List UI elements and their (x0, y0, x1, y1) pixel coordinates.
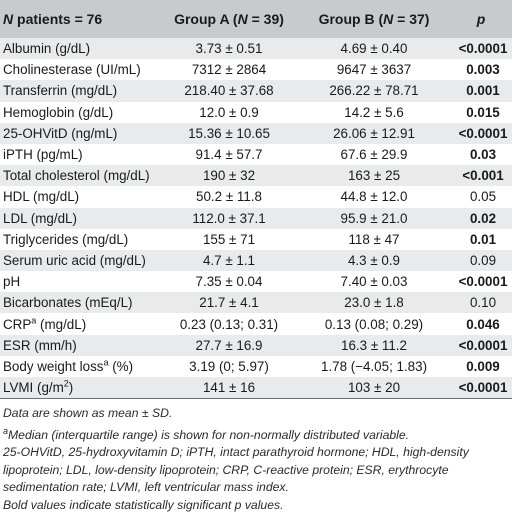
group-a-value: 141 ± 16 (202, 380, 256, 396)
group-b-value: 67.6 ± 29.9 (340, 147, 408, 163)
table-row: Total cholesterol (mg/dL) 190 ± 32 163 ± 2… (0, 165, 512, 187)
row-label: LVMI (g/m2) (3, 378, 74, 396)
p-value: 0.05 (469, 189, 497, 205)
row-label: Hemoglobin (g/dL) (3, 104, 114, 120)
group-b-value: 4.69 ± 0.40 (340, 41, 408, 57)
p-value: <0.001 (462, 168, 504, 184)
group-a-value: 112.0 ± 37.1 (192, 210, 266, 226)
group-a-value: 0.23 (0.13; 0.31) (179, 316, 279, 332)
table-row: pH 7.35 ± 0.04 7.40 ± 0.03 <0.0001 (0, 271, 512, 292)
group-b-value: 44.8 ± 12.0 (340, 189, 408, 205)
group-b-value: 9647 ± 3637 (336, 62, 412, 78)
row-label: pH (3, 274, 21, 290)
group-b-value: 103 ± 20 (347, 380, 401, 396)
row-label: Transferrin (mg/dL) (3, 83, 118, 99)
row-label: 25-OHVitD (ng/mL) (3, 125, 118, 141)
group-b-value: 1.78 (−4.05; 1.83) (320, 358, 428, 374)
group-b-value: 0.13 (0.08; 0.29) (324, 316, 424, 332)
p-value: 0.009 (466, 358, 500, 374)
p-value: 0.015 (466, 104, 500, 120)
p-value: 0.02 (469, 210, 497, 226)
group-a-value: 218.40 ± 37.68 (184, 83, 274, 99)
row-label: Bicarbonates (mEq/L) (3, 295, 133, 311)
table-row: Triglycerides (mg/dL) 155 ± 71 118 ± 47 0.0… (0, 229, 512, 250)
footnote-bold-values: Bold values indicate statistically signi… (3, 497, 284, 512)
p-value: 0.003 (466, 62, 500, 78)
table-row: ESR (mm/h) 27.7 ± 16.9 16.3 ± 11.2 <0.0001 (0, 334, 512, 356)
table-row: LVMI (g/m2) 141 ± 16 103 ± 20 <0.0001 (0, 377, 512, 399)
table-footnotes: Data are shown as mean ± SD. aMedian (in… (3, 405, 509, 515)
table-row: Transferrin (mg/dL) 218.40 ± 37.68 266.22 … (0, 80, 512, 102)
group-b-value: 26.06 ± 12.91 (333, 125, 415, 141)
header-group-a: Group A (N = 39) (174, 11, 284, 27)
p-value: 0.01 (469, 231, 497, 247)
group-a-value: 3.19 (0; 5.97) (189, 358, 269, 374)
table-row: Body weight lossa (%) 3.19 (0; 5.97) 1.78 … (0, 356, 512, 377)
p-value: 0.03 (469, 147, 497, 163)
row-label: iPTH (pg/mL) (3, 147, 83, 163)
row-label: Cholinesterase (UI/mL) (3, 62, 141, 78)
footnote-abbreviations: 25-OHVitD, 25-hydroxyvitamin D; iPTH, in… (3, 445, 469, 495)
row-label: Albumin (g/dL) (3, 41, 91, 57)
header-group-b: Group B (N = 37) (318, 11, 430, 27)
header-p-value: p (476, 11, 486, 27)
group-a-value: 190 ± 32 (202, 168, 256, 184)
group-b-value: 7.40 ± 0.03 (340, 274, 408, 290)
data-table: N patients = 76 Group A (N = 39) Group B… (0, 0, 512, 400)
p-value: <0.0001 (458, 41, 508, 57)
group-a-value: 50.2 ± 11.8 (196, 189, 262, 205)
group-a-value: 91.4 ± 57.7 (195, 147, 263, 163)
group-b-value: 16.3 ± 11.2 (341, 337, 407, 353)
table-row: iPTH (pg/mL) 91.4 ± 57.7 67.6 ± 29.9 0.03 (0, 144, 512, 165)
group-a-value: 15.36 ± 10.65 (188, 125, 270, 141)
row-label: Serum uric acid (mg/dL) (3, 252, 146, 268)
table-row: Cholinesterase (UI/mL) 7312 ± 2864 9647 ± … (0, 59, 512, 80)
group-b-value: 14.2 ± 5.6 (344, 104, 404, 120)
group-a-value: 21.7 ± 4.1 (199, 295, 259, 311)
group-b-value: 95.9 ± 21.0 (340, 210, 408, 226)
p-value: <0.0001 (458, 380, 508, 396)
row-label: HDL (mg/dL) (3, 189, 80, 205)
group-a-value: 27.7 ± 16.9 (195, 337, 263, 353)
table-row: Bicarbonates (mEq/L) 21.7 ± 4.1 23.0 ± 1.8… (0, 292, 512, 314)
group-b-value: 163 ± 25 (347, 168, 401, 184)
row-label: Total cholesterol (mg/dL) (3, 168, 150, 184)
group-a-value: 4.7 ± 1.1 (202, 252, 256, 268)
header-patients: N patients = 76 (3, 11, 103, 27)
table-bottom-rule (0, 398, 512, 400)
p-value: 0.10 (469, 295, 497, 311)
p-value: <0.0001 (458, 337, 508, 353)
group-b-value: 118 ± 47 (348, 231, 400, 247)
footnote-data-format: Data are shown as mean ± SD. (3, 406, 173, 420)
table-row: Hemoglobin (g/dL) 12.0 ± 0.9 14.2 ± 5.6 0.0… (0, 102, 512, 123)
row-label: ESR (mm/h) (3, 337, 77, 353)
p-value: <0.0001 (458, 125, 508, 141)
table-body: Albumin (g/dL) 3.73 ± 0.51 4.69 ± 0.40 <0.0… (0, 38, 512, 399)
group-a-value: 155 ± 71 (202, 231, 256, 247)
row-label: Triglycerides (mg/dL) (3, 231, 129, 247)
group-a-value: 7312 ± 2864 (191, 62, 267, 78)
row-label: CRPa (mg/dL) (3, 315, 87, 332)
p-value: <0.0001 (458, 274, 508, 290)
table-row: Albumin (g/dL) 3.73 ± 0.51 4.69 ± 0.40 <0.0… (0, 38, 512, 60)
row-label: Body weight lossa (%) (3, 357, 134, 374)
p-value: 0.046 (466, 316, 500, 332)
p-value: 0.001 (466, 83, 500, 99)
p-value: 0.09 (469, 252, 497, 268)
group-b-value: 23.0 ± 1.8 (344, 295, 404, 311)
table-row: Serum uric acid (mg/dL) 4.7 ± 1.1 4.3 ± 0.… (0, 249, 512, 272)
table-row: HDL (mg/dL) 50.2 ± 11.8 44.8 ± 12.0 0.05 (0, 186, 512, 207)
row-label: LDL (mg/dL) (3, 210, 77, 226)
table-row: LDL (mg/dL) 112.0 ± 37.1 95.9 ± 21.0 0.02 (0, 207, 512, 229)
group-b-value: 266.22 ± 78.71 (329, 83, 419, 99)
table-row: CRPa (mg/dL) 0.23 (0.13; 0.31) 0.13 (0.08;… (0, 313, 512, 334)
group-a-value: 3.73 ± 0.51 (195, 41, 263, 57)
group-b-value: 4.3 ± 0.9 (347, 252, 401, 268)
table-header: N patients = 76 Group A (N = 39) Group B… (0, 0, 512, 38)
group-a-value: 12.0 ± 0.9 (199, 104, 259, 120)
footnote-median: aMedian (interquartile range) is shown f… (3, 425, 410, 442)
table-row: 25-OHVitD (ng/mL) 15.36 ± 10.65 26.06 ± 12… (0, 122, 512, 144)
group-a-value: 7.35 ± 0.04 (195, 274, 263, 290)
